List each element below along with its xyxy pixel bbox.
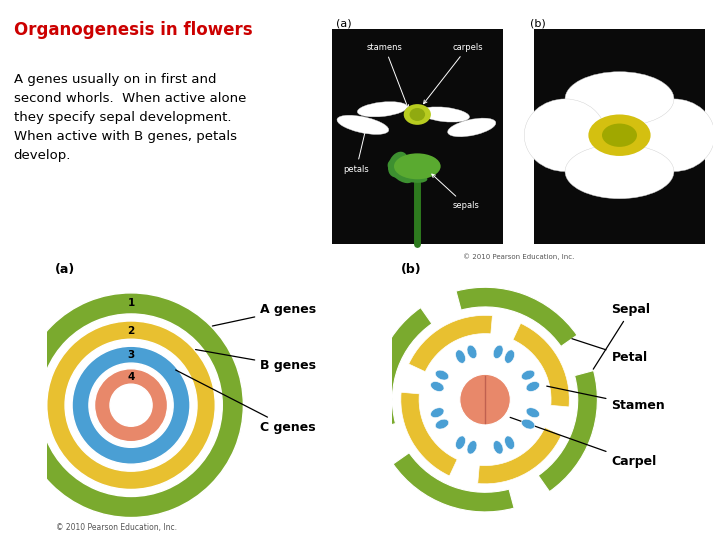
Bar (332, 29, 503, 244)
Ellipse shape (467, 441, 477, 454)
Wedge shape (456, 287, 577, 347)
Text: © 2010 Pearson Education, Inc.: © 2010 Pearson Education, Inc. (56, 523, 178, 531)
Text: Sepal: Sepal (593, 303, 650, 369)
Text: 3: 3 (127, 350, 135, 360)
Wedge shape (401, 392, 457, 476)
Ellipse shape (456, 436, 466, 449)
Ellipse shape (404, 104, 431, 125)
Text: © 2010 Pearson Education, Inc.: © 2010 Pearson Education, Inc. (463, 253, 574, 260)
Wedge shape (19, 293, 243, 517)
Circle shape (460, 374, 510, 425)
Ellipse shape (394, 169, 428, 183)
Ellipse shape (505, 436, 515, 449)
Ellipse shape (524, 99, 606, 172)
Ellipse shape (456, 350, 466, 363)
Text: Stamen: Stamen (546, 386, 665, 411)
Ellipse shape (521, 419, 535, 429)
Text: C genes: C genes (176, 370, 316, 434)
Wedge shape (513, 323, 570, 407)
Ellipse shape (394, 153, 441, 179)
Text: petals: petals (343, 129, 369, 173)
Ellipse shape (431, 382, 444, 392)
Wedge shape (539, 370, 598, 491)
Ellipse shape (526, 408, 539, 417)
Text: (b): (b) (401, 263, 421, 276)
Wedge shape (478, 428, 562, 484)
Ellipse shape (467, 345, 477, 359)
Ellipse shape (388, 152, 408, 177)
Text: Organogenesis in flowers: Organogenesis in flowers (14, 21, 252, 39)
Text: (a): (a) (336, 18, 351, 29)
Ellipse shape (357, 102, 408, 117)
Ellipse shape (420, 107, 469, 122)
Ellipse shape (436, 370, 449, 380)
Wedge shape (409, 315, 492, 372)
Ellipse shape (565, 72, 674, 126)
Ellipse shape (633, 99, 715, 172)
Ellipse shape (526, 382, 539, 392)
Ellipse shape (565, 144, 674, 199)
Text: A genes: A genes (212, 303, 316, 326)
Ellipse shape (410, 108, 425, 121)
Text: Petal: Petal (572, 339, 647, 364)
Wedge shape (373, 308, 432, 429)
Wedge shape (47, 321, 215, 489)
Ellipse shape (436, 419, 449, 429)
Text: A genes usually on in first and
second whorls.  When active alone
they specify s: A genes usually on in first and second w… (14, 73, 246, 162)
Text: B genes: B genes (196, 349, 316, 373)
Ellipse shape (493, 345, 503, 359)
Text: 4: 4 (127, 372, 135, 382)
Text: stamens: stamens (366, 43, 408, 109)
Text: Carpel: Carpel (510, 417, 657, 468)
Ellipse shape (387, 160, 413, 183)
Text: (a): (a) (55, 263, 76, 276)
Text: 2: 2 (127, 326, 135, 336)
Text: sepals: sepals (432, 174, 480, 210)
Wedge shape (393, 453, 514, 512)
Wedge shape (72, 346, 190, 464)
Bar (534, 29, 705, 244)
Ellipse shape (493, 441, 503, 454)
Text: carpels: carpels (423, 43, 483, 104)
Circle shape (588, 114, 651, 156)
Ellipse shape (337, 115, 389, 134)
Circle shape (602, 124, 637, 147)
Ellipse shape (431, 408, 444, 417)
Text: (b): (b) (530, 18, 546, 29)
Wedge shape (94, 369, 168, 442)
Ellipse shape (505, 350, 515, 363)
Text: 1: 1 (127, 298, 135, 308)
Ellipse shape (448, 118, 496, 137)
Ellipse shape (521, 370, 535, 380)
